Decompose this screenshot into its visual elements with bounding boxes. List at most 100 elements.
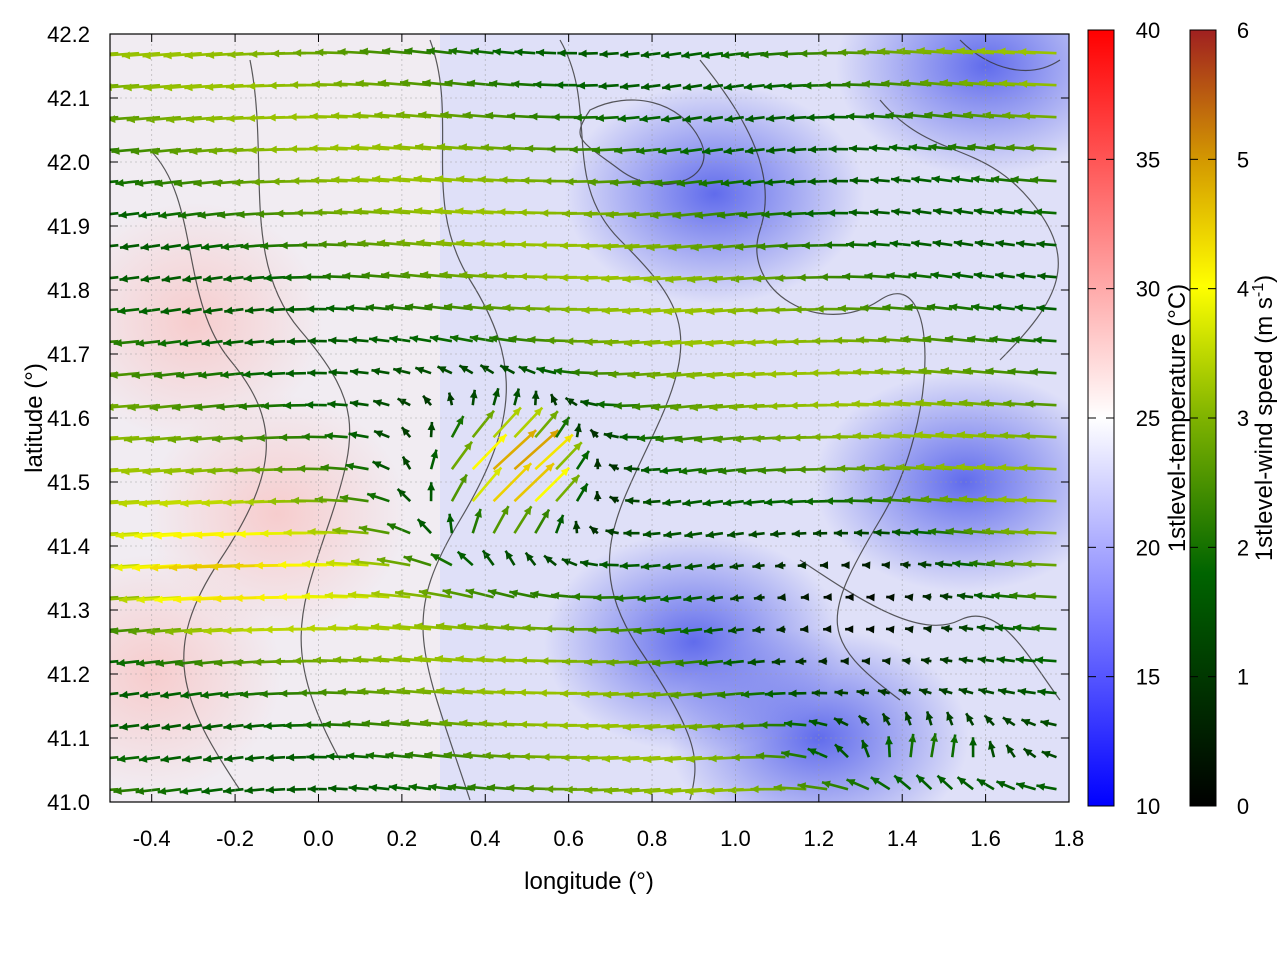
wind-arrow-head [180, 499, 189, 508]
wind-arrow-head [476, 207, 485, 216]
wind-arrow-head [676, 179, 686, 188]
wind-arrow-head [584, 658, 593, 667]
wind-arrow-head [278, 593, 288, 601]
wind-arrow-head [251, 178, 260, 186]
wind-arrow-head [492, 47, 502, 56]
wind-arrow-head [337, 48, 346, 56]
wind-arrow-head [404, 751, 414, 760]
wind-arrow-head [349, 623, 358, 632]
y-axis-label: latitude (°) [21, 363, 48, 473]
wind-arrow-head [485, 410, 494, 420]
wind-arrow-shaft [110, 339, 119, 344]
wind-arrow-head [286, 337, 295, 346]
wind-arrow-head [852, 368, 862, 376]
colorbar-tick-label: 25 [1136, 406, 1160, 431]
wind-arrow-head [905, 625, 914, 634]
wind-arrow-head [650, 403, 660, 412]
wind-arrow-head [639, 114, 648, 123]
wind-arrow-head [789, 401, 798, 410]
wind-arrow-shaft [110, 531, 140, 537]
wind-arrow-head [947, 143, 957, 152]
wind-arrow-head [627, 211, 637, 219]
wind-arrow-head [101, 51, 109, 59]
wind-arrow-head [712, 243, 722, 252]
wind-arrow-head [997, 47, 1006, 56]
wind-arrow-head [945, 527, 955, 536]
wind-arrow-head [525, 144, 534, 153]
wind-arrow-head [996, 780, 1006, 789]
wind-arrow-head [753, 593, 763, 602]
wind-arrow-head [977, 656, 987, 664]
wind-arrow-head [900, 79, 909, 88]
wind-arrow-head [469, 334, 479, 343]
wind-arrow-head [413, 174, 422, 183]
wind-arrow-head [173, 531, 182, 540]
wind-arrow-head [289, 81, 299, 89]
wind-arrow-head [142, 467, 151, 476]
wind-arrow-head [911, 175, 920, 184]
wind-arrow-head [631, 402, 641, 411]
wind-arrow-head [348, 784, 357, 793]
wind-arrow-head [670, 403, 679, 412]
wind-arrow-head [265, 337, 275, 346]
wind-arrow-head [444, 79, 453, 88]
wind-arrow-head [678, 467, 688, 475]
wind-arrow-head [562, 657, 571, 666]
wind-arrow-head [361, 719, 371, 728]
wind-arrow-head [138, 307, 148, 315]
wind-arrow-head [220, 370, 229, 379]
wind-arrow-head [447, 783, 457, 792]
wind-arrow-head [958, 624, 968, 633]
wind-arrow-head [418, 111, 427, 119]
wind-arrow-head [1015, 656, 1025, 664]
x-tick-label: 0.2 [387, 826, 418, 851]
wind-arrow-head [724, 114, 734, 123]
wind-arrow-head [809, 401, 819, 409]
wind-arrow-head [283, 528, 292, 537]
wind-arrow-head [271, 177, 280, 186]
wind-arrow-head [952, 559, 961, 568]
wind-arrow-head [254, 561, 263, 570]
wind-arrow-head [900, 335, 909, 344]
x-tick-label: 1.0 [720, 826, 751, 851]
wind-arrow-head [265, 305, 274, 314]
wind-arrow-head [238, 402, 248, 411]
wind-arrow-head [670, 691, 679, 700]
wind-arrow-head [307, 785, 316, 793]
wind-arrow-head [610, 626, 619, 635]
wind-arrow-head [414, 654, 423, 663]
wind-arrow-head [345, 462, 355, 471]
wind-arrow-head [212, 435, 221, 443]
wind-arrow-head [111, 147, 120, 155]
wind-arrow-head [580, 559, 589, 568]
wind-arrow-head [213, 594, 222, 603]
wind-arrow-head [862, 561, 871, 570]
wind-arrow-head [522, 624, 531, 632]
wind-arrow-head [327, 623, 337, 632]
wind-arrow-head [518, 366, 528, 374]
wind-arrow-head [800, 593, 810, 601]
wind-arrow-head [529, 112, 538, 121]
wind-arrow-head [643, 275, 653, 284]
wind-arrow-head [565, 397, 575, 406]
wind-arrow-head [430, 554, 440, 562]
wind-arrow-head [480, 143, 490, 152]
wind-arrow-head [181, 755, 191, 763]
wind-arrow-head [806, 113, 815, 122]
wind-arrow-head [157, 787, 167, 796]
wind-arrow-head [324, 591, 333, 600]
wind-arrow-head [181, 243, 190, 251]
wind-arrow-head [775, 561, 784, 570]
wind-arrow-head [856, 688, 866, 697]
wind-arrow-head [822, 81, 831, 89]
wind-arrow-head [113, 339, 123, 347]
wind-arrow-head [315, 48, 324, 57]
wind-arrow-head [891, 528, 901, 537]
wind-arrow-head [100, 467, 108, 475]
wind-arrow-head [278, 560, 287, 569]
wind-arrow-head [119, 274, 129, 283]
wind-arrow-head [605, 210, 615, 219]
wind-arrow-head [223, 274, 232, 283]
wind-arrow-head [914, 431, 923, 439]
wind-arrow-head [285, 625, 294, 633]
